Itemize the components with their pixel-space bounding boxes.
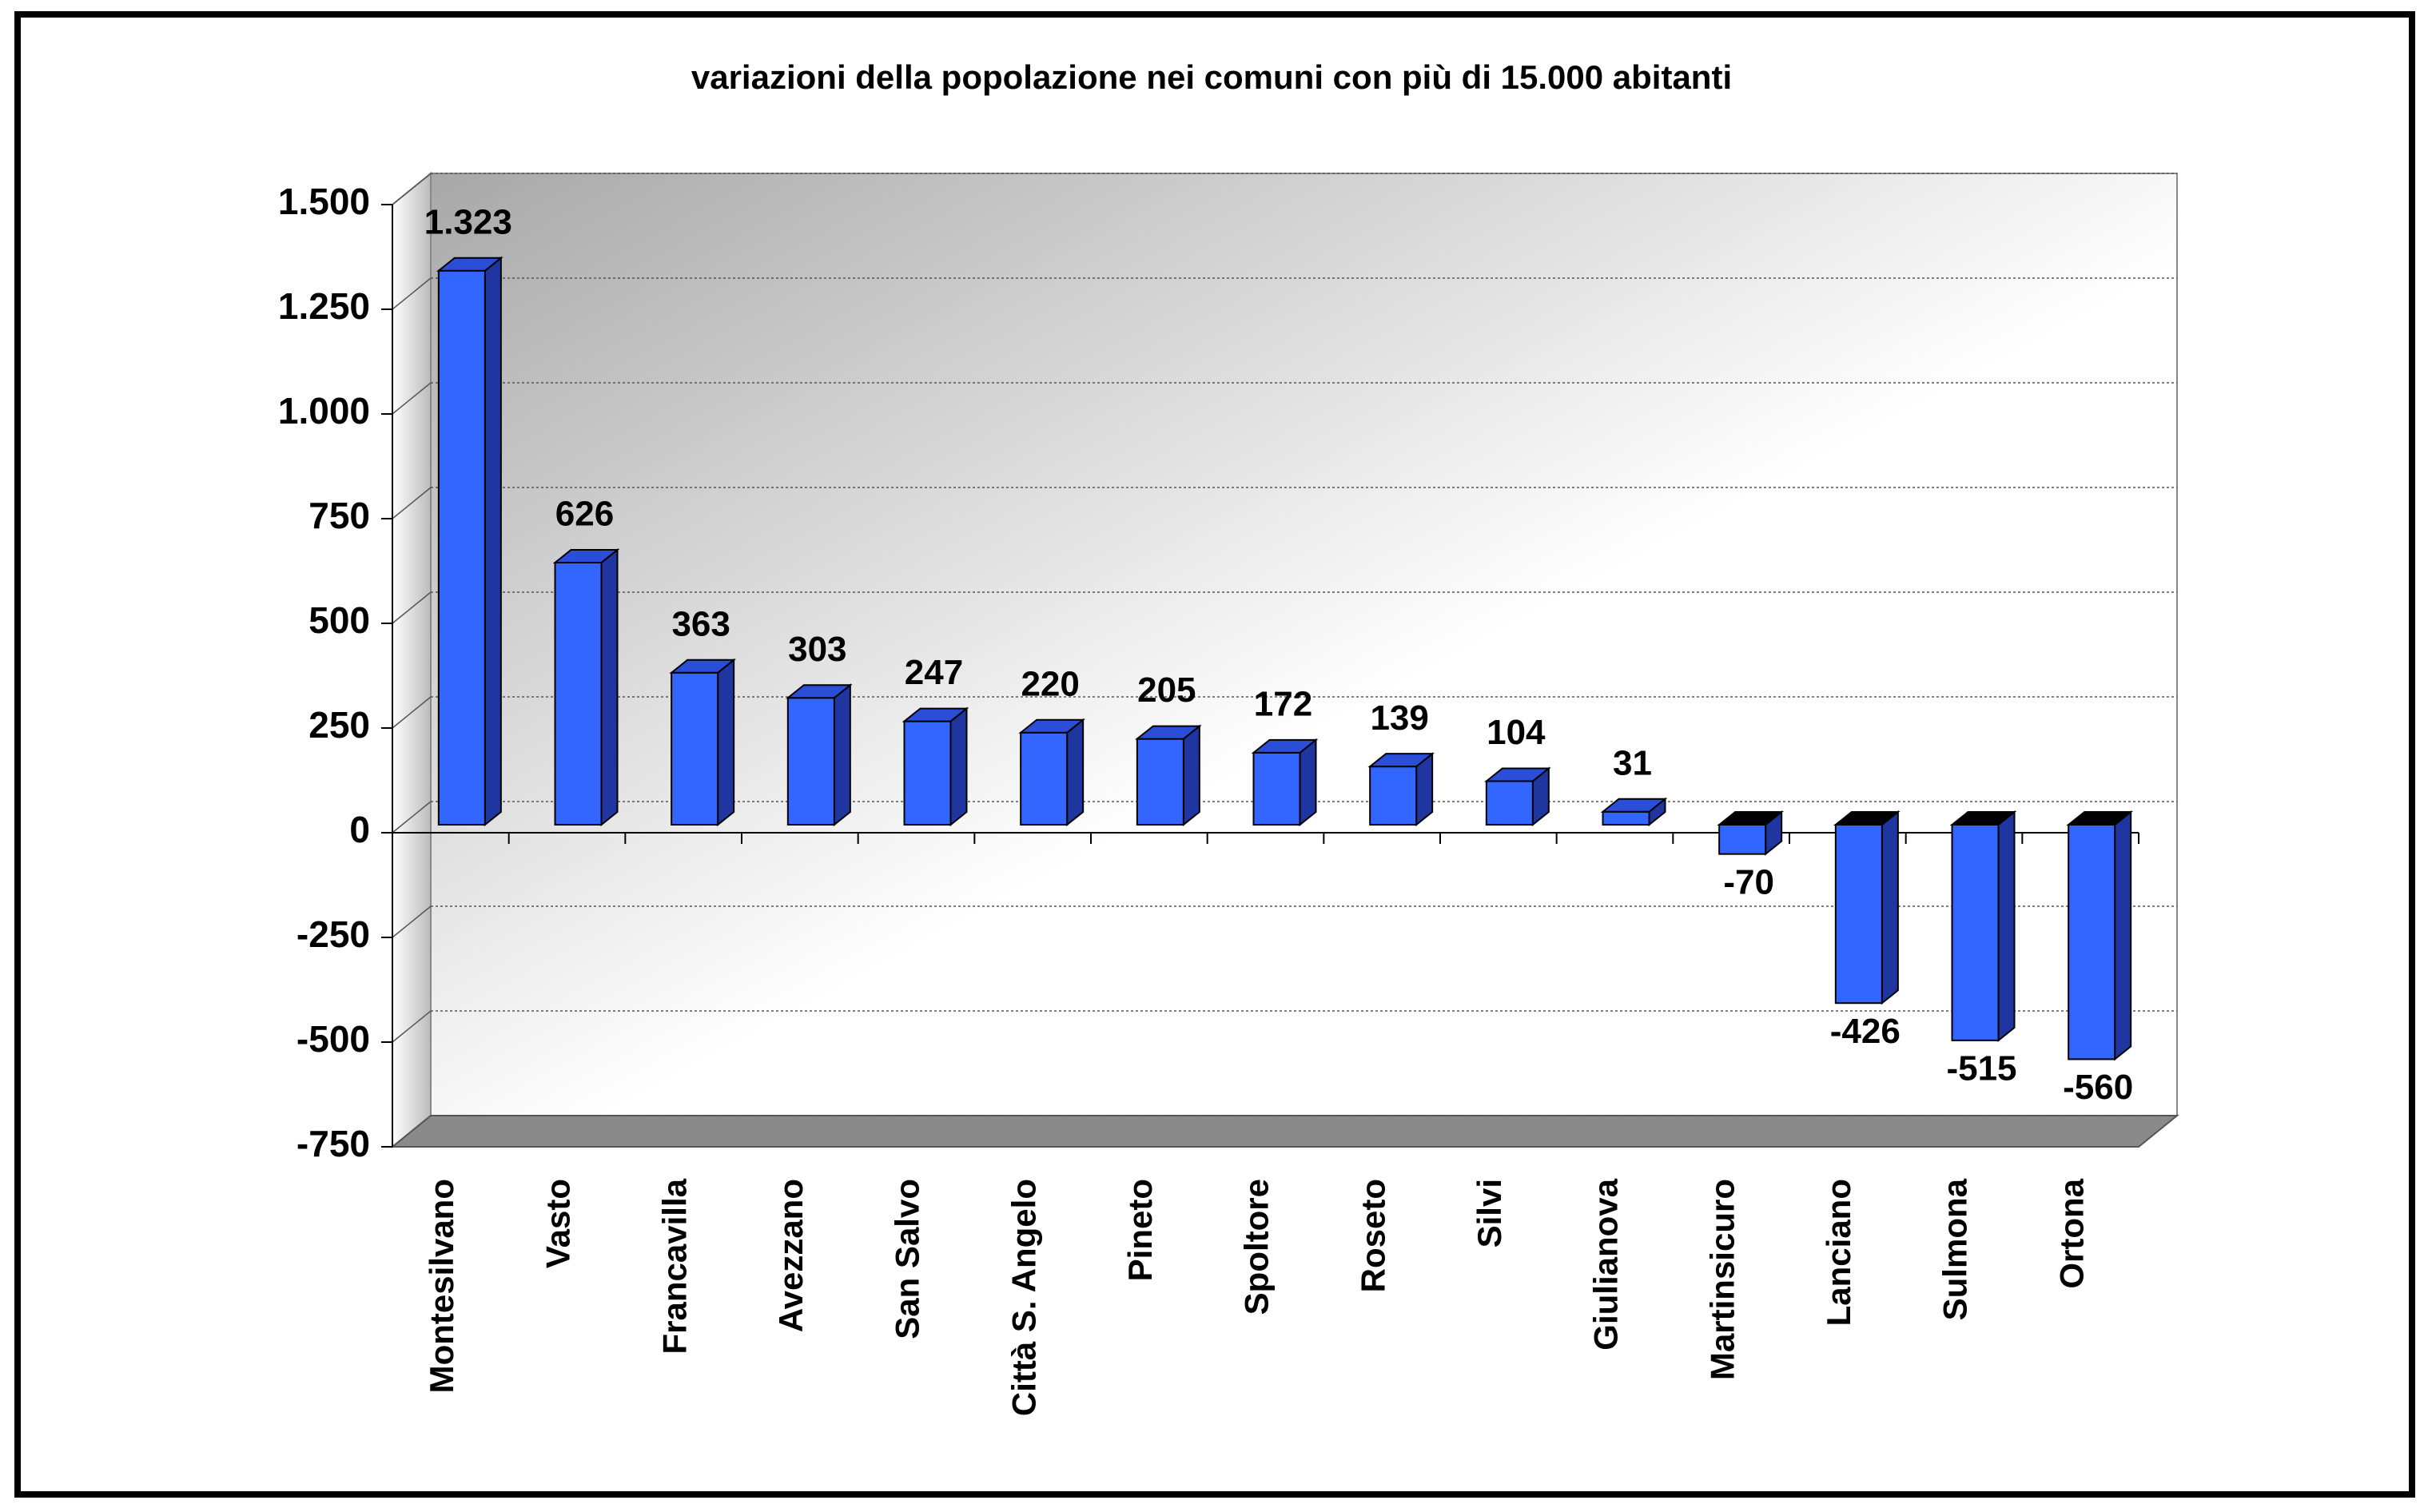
bar-side <box>833 683 851 827</box>
grid-line-side <box>392 173 432 205</box>
bar-top <box>552 548 620 563</box>
bar <box>1602 810 1650 826</box>
grid-line-side <box>392 277 432 310</box>
data-label: -560 <box>2063 1068 2133 1107</box>
data-label: 172 <box>1254 684 1312 723</box>
x-tick-label: Sulmona <box>1936 1178 1974 1320</box>
y-tick-label: 1.500 <box>278 181 370 222</box>
bar <box>554 561 603 826</box>
bar-top <box>1018 718 1086 734</box>
bar-top <box>1833 811 1901 826</box>
side-wall <box>392 171 432 1149</box>
x-tick-label: Avezzano <box>772 1179 810 1332</box>
x-tick-label: Ortona <box>2052 1178 2090 1288</box>
bar <box>1020 731 1069 826</box>
bar-side <box>484 256 502 827</box>
bar-top <box>1483 767 1551 782</box>
bar-side <box>1066 718 1085 827</box>
x-tick-label: Martinsicuro <box>1703 1179 1741 1380</box>
grid-line-side <box>392 591 432 624</box>
y-tick-label: 500 <box>308 599 370 641</box>
bar-top <box>1134 725 1202 740</box>
grid-line-side <box>392 487 432 519</box>
data-label: 31 <box>1613 743 1652 782</box>
bar-side <box>1299 738 1317 827</box>
y-tick-label: -250 <box>297 913 370 955</box>
bar-side <box>600 547 619 827</box>
data-label: -426 <box>1830 1012 1901 1051</box>
bar-top <box>1949 811 2017 826</box>
y-tick-label: 1.000 <box>278 390 370 432</box>
x-tick-label: Francavilla <box>655 1178 693 1354</box>
bar-side <box>717 658 735 827</box>
floor <box>390 1115 2179 1148</box>
bar <box>1718 824 1767 855</box>
data-label: 1.323 <box>424 202 512 241</box>
bar-top <box>785 684 853 699</box>
x-tick-label: Silvi <box>1471 1179 1508 1247</box>
x-tick-label: Giulianova <box>1587 1178 1625 1350</box>
grid-line-side <box>392 382 432 415</box>
bar-side <box>949 706 968 827</box>
data-label: 247 <box>905 653 963 692</box>
x-tick-label: Montesilvano <box>423 1179 460 1393</box>
bar <box>1834 824 1883 1005</box>
bar <box>1136 738 1184 826</box>
grid-line-side <box>392 905 432 938</box>
bar-top <box>1251 738 1319 754</box>
bar-side <box>1182 724 1200 827</box>
bar <box>671 671 719 826</box>
data-label: 303 <box>788 630 846 669</box>
bar <box>786 697 835 826</box>
data-label: 104 <box>1487 713 1546 752</box>
bar <box>1369 766 1418 826</box>
y-tick-label: -750 <box>297 1123 370 1164</box>
bar <box>2068 824 2116 1060</box>
x-tick-label: San Salvo <box>889 1179 926 1339</box>
bar-side <box>1881 810 1899 1005</box>
chart-title: variazioni della popolazione nei comuni … <box>691 58 1732 96</box>
x-tick-label: Lanciano <box>1820 1179 1857 1326</box>
bar-top <box>2066 811 2134 826</box>
y-tick-label: -500 <box>297 1018 370 1060</box>
data-label: 220 <box>1021 664 1079 703</box>
grid-line-side <box>392 801 432 834</box>
x-tick-label: Vasto <box>539 1179 577 1268</box>
bar-top <box>436 257 504 272</box>
x-tick-label: Roseto <box>1354 1179 1391 1292</box>
grid-line-side <box>392 696 432 729</box>
bar-top <box>902 707 969 722</box>
bar-top <box>1717 811 1785 826</box>
y-tick-label: 0 <box>349 809 370 850</box>
grid-line-side <box>392 1010 432 1043</box>
bar-top <box>669 659 737 674</box>
back-wall <box>430 173 2178 1116</box>
data-label: 205 <box>1137 670 1196 710</box>
bar <box>1951 824 2000 1041</box>
bar-top <box>1367 753 1435 768</box>
y-tick-label: 1.250 <box>278 285 370 327</box>
x-tick-label: Spoltore <box>1238 1179 1276 1315</box>
y-tick-label: 250 <box>308 704 370 746</box>
bar <box>1252 751 1301 826</box>
data-label: 626 <box>555 495 614 534</box>
data-label: -515 <box>1946 1048 2016 1088</box>
bar <box>903 720 952 826</box>
data-label: 139 <box>1370 698 1428 738</box>
bar <box>437 269 486 826</box>
x-tick-label: Città S. Angelo <box>1005 1179 1042 1416</box>
bar-top <box>1600 798 1668 813</box>
y-tick-label: 750 <box>308 495 370 536</box>
grid-line-side <box>392 1115 432 1148</box>
x-tick-label: Pineto <box>1121 1179 1159 1281</box>
bar-side <box>1997 810 2016 1042</box>
bar <box>1485 780 1534 826</box>
data-label: -70 <box>1723 862 1774 901</box>
data-label: 363 <box>671 604 730 643</box>
bar-side <box>2114 810 2132 1061</box>
